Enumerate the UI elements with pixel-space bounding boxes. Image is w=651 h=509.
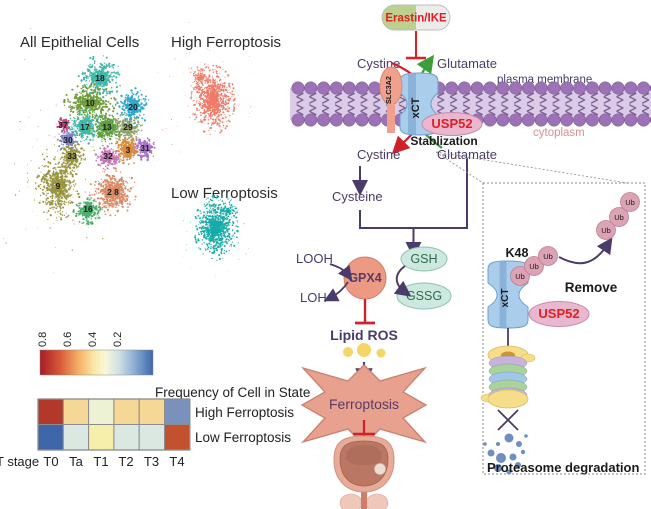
svg-text:Low Ferroptosis: Low Ferroptosis [171, 185, 278, 202]
svg-text:All Epithelial Cells: All Epithelial Cells [20, 34, 139, 51]
svg-text:High Ferroptosis: High Ferroptosis [171, 34, 281, 51]
